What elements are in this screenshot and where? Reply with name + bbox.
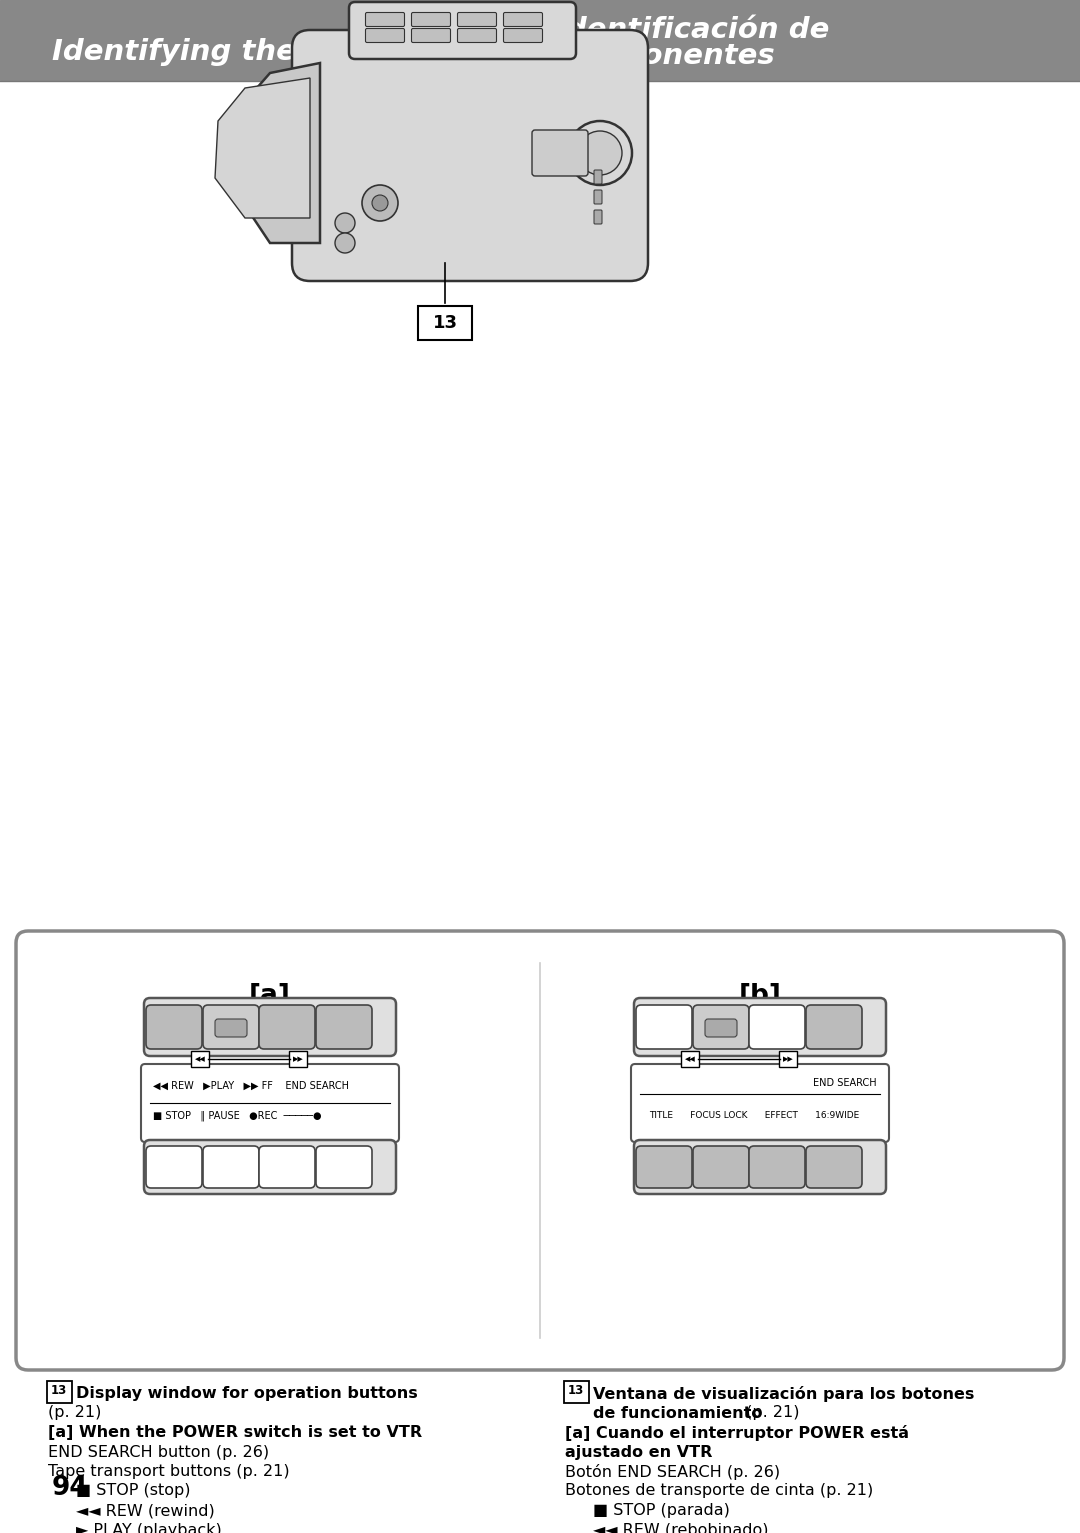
- Text: ajustado en VTR: ajustado en VTR: [565, 1444, 713, 1459]
- FancyBboxPatch shape: [289, 1052, 307, 1067]
- Circle shape: [362, 185, 399, 221]
- FancyBboxPatch shape: [693, 1006, 750, 1049]
- Text: Tape transport buttons (p. 21): Tape transport buttons (p. 21): [48, 1464, 289, 1479]
- Text: ◀◀: ◀◀: [194, 1056, 205, 1062]
- FancyBboxPatch shape: [259, 1147, 315, 1188]
- Text: [a]: [a]: [249, 983, 291, 1009]
- FancyBboxPatch shape: [316, 1147, 372, 1188]
- Text: 13: 13: [432, 314, 458, 333]
- Text: Identifying the parts: Identifying the parts: [52, 38, 392, 66]
- FancyBboxPatch shape: [411, 12, 450, 26]
- FancyBboxPatch shape: [503, 12, 542, 26]
- Circle shape: [372, 195, 388, 212]
- Text: [a] Cuando el interruptor POWER está: [a] Cuando el interruptor POWER está: [565, 1426, 909, 1441]
- Text: ◄◄ REW (rewind): ◄◄ REW (rewind): [76, 1502, 215, 1518]
- Text: 94: 94: [52, 1475, 89, 1501]
- FancyBboxPatch shape: [203, 1147, 259, 1188]
- Text: ◀◀: ◀◀: [685, 1056, 696, 1062]
- Text: [a] When the POWER switch is set to VTR: [a] When the POWER switch is set to VTR: [48, 1426, 422, 1439]
- FancyBboxPatch shape: [693, 1147, 750, 1188]
- Text: [b]: [b]: [739, 983, 782, 1009]
- FancyBboxPatch shape: [203, 1006, 259, 1049]
- Text: TITLE      FOCUS LOCK      EFFECT      16:9WIDE: TITLE FOCUS LOCK EFFECT 16:9WIDE: [649, 1111, 860, 1121]
- FancyBboxPatch shape: [705, 1019, 737, 1036]
- Text: ■ STOP (parada): ■ STOP (parada): [593, 1502, 730, 1518]
- Bar: [0, 0, 1080, 80]
- FancyBboxPatch shape: [458, 29, 497, 43]
- Text: Botón END SEARCH (p. 26): Botón END SEARCH (p. 26): [565, 1464, 780, 1479]
- Text: END SEARCH button (p. 26): END SEARCH button (p. 26): [48, 1444, 269, 1459]
- FancyBboxPatch shape: [144, 998, 396, 1056]
- FancyBboxPatch shape: [564, 1381, 589, 1403]
- FancyBboxPatch shape: [365, 12, 405, 26]
- Polygon shape: [230, 63, 320, 244]
- Text: ◄◄ REW (rebobinado): ◄◄ REW (rebobinado): [593, 1522, 769, 1533]
- Circle shape: [578, 130, 622, 175]
- Text: Ventana de visualización para los botones: Ventana de visualización para los botone…: [593, 1386, 974, 1403]
- FancyBboxPatch shape: [349, 2, 576, 58]
- Text: ◀◀ REW   ▶PLAY   ▶▶ FF    END SEARCH: ◀◀ REW ▶PLAY ▶▶ FF END SEARCH: [153, 1081, 349, 1091]
- FancyBboxPatch shape: [634, 998, 886, 1056]
- FancyBboxPatch shape: [418, 307, 472, 340]
- FancyBboxPatch shape: [532, 130, 588, 176]
- FancyBboxPatch shape: [806, 1147, 862, 1188]
- Text: 13: 13: [568, 1384, 584, 1398]
- Text: ■ STOP (stop): ■ STOP (stop): [76, 1484, 190, 1498]
- Text: 13: 13: [51, 1384, 67, 1398]
- Text: (p. 21): (p. 21): [741, 1406, 799, 1421]
- FancyBboxPatch shape: [316, 1006, 372, 1049]
- FancyBboxPatch shape: [458, 12, 497, 26]
- Text: ■ STOP   ‖ PAUSE   ●REC  ─────●: ■ STOP ‖ PAUSE ●REC ─────●: [153, 1111, 322, 1121]
- FancyBboxPatch shape: [631, 1064, 889, 1142]
- FancyBboxPatch shape: [16, 931, 1064, 1371]
- Text: Identificación de: Identificación de: [555, 15, 829, 44]
- FancyBboxPatch shape: [411, 29, 450, 43]
- Text: ▶▶: ▶▶: [783, 1056, 794, 1062]
- Circle shape: [335, 233, 355, 253]
- FancyBboxPatch shape: [46, 1381, 71, 1403]
- FancyBboxPatch shape: [594, 210, 602, 224]
- Text: ► PLAY (playback): ► PLAY (playback): [76, 1522, 221, 1533]
- Text: Botones de transporte de cinta (p. 21): Botones de transporte de cinta (p. 21): [565, 1484, 874, 1498]
- FancyBboxPatch shape: [779, 1052, 797, 1067]
- Text: (p. 21): (p. 21): [48, 1406, 102, 1421]
- FancyBboxPatch shape: [146, 1147, 202, 1188]
- FancyBboxPatch shape: [215, 1019, 247, 1036]
- Circle shape: [335, 213, 355, 233]
- FancyBboxPatch shape: [636, 1006, 692, 1049]
- FancyBboxPatch shape: [141, 1064, 399, 1142]
- FancyBboxPatch shape: [292, 31, 648, 281]
- FancyBboxPatch shape: [750, 1147, 805, 1188]
- FancyBboxPatch shape: [806, 1006, 862, 1049]
- Text: END SEARCH: END SEARCH: [813, 1078, 877, 1088]
- FancyBboxPatch shape: [365, 29, 405, 43]
- Text: ▶▶: ▶▶: [293, 1056, 303, 1062]
- Text: Display window for operation buttons: Display window for operation buttons: [76, 1386, 418, 1401]
- FancyBboxPatch shape: [634, 1141, 886, 1194]
- FancyBboxPatch shape: [146, 1006, 202, 1049]
- Text: componentes: componentes: [555, 41, 775, 71]
- FancyBboxPatch shape: [594, 170, 602, 184]
- FancyBboxPatch shape: [503, 29, 542, 43]
- Circle shape: [568, 121, 632, 185]
- Text: de funcionamiento: de funcionamiento: [593, 1406, 762, 1421]
- FancyBboxPatch shape: [681, 1052, 699, 1067]
- FancyBboxPatch shape: [191, 1052, 210, 1067]
- FancyBboxPatch shape: [594, 190, 602, 204]
- FancyBboxPatch shape: [750, 1006, 805, 1049]
- FancyBboxPatch shape: [636, 1147, 692, 1188]
- FancyBboxPatch shape: [144, 1141, 396, 1194]
- Polygon shape: [215, 78, 310, 218]
- FancyBboxPatch shape: [259, 1006, 315, 1049]
